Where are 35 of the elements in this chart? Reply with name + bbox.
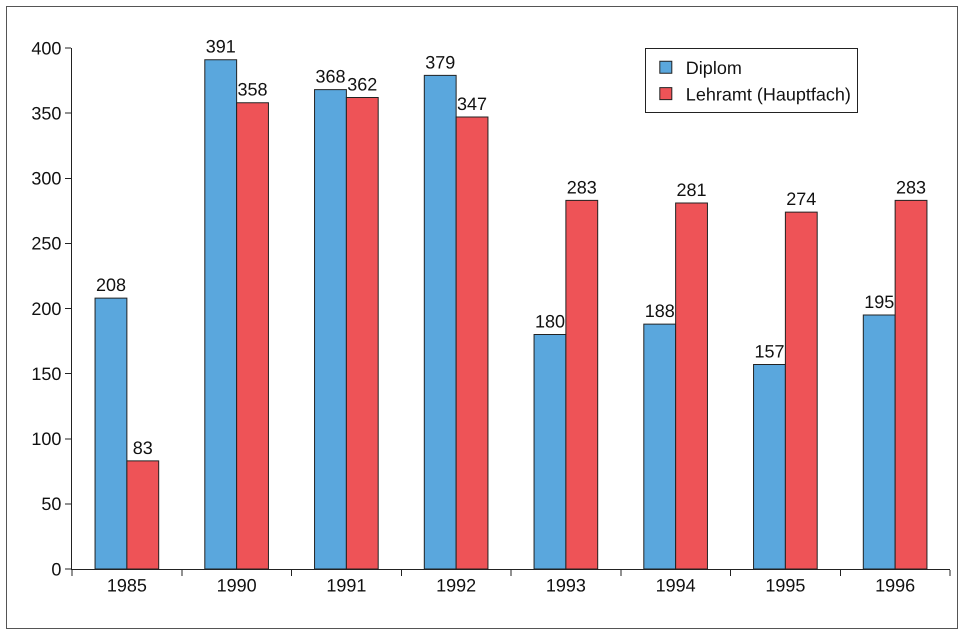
data-label: 358	[238, 80, 268, 100]
data-label: 195	[864, 292, 894, 312]
x-tick-label: 1985	[106, 576, 147, 596]
y-tick-label: 400	[31, 38, 62, 58]
x-tick-label: 1993	[546, 576, 586, 596]
y-tick-label: 250	[31, 234, 62, 254]
x-tick-label: 1990	[216, 576, 257, 596]
data-label: 368	[315, 66, 346, 87]
y-tick-label: 0	[51, 559, 62, 580]
legend-label: Lehramt (Hauptfach)	[686, 84, 851, 105]
y-tick-label: 200	[31, 298, 62, 319]
y-tick-label: 350	[31, 103, 62, 124]
x-tick-label: 1994	[656, 576, 696, 596]
data-label: 180	[534, 312, 565, 332]
y-tick-label: 300	[31, 168, 62, 189]
x-tick-label: 1992	[436, 576, 476, 596]
data-label: 281	[676, 180, 707, 200]
data-label: 274	[786, 189, 816, 210]
y-tick-label: 50	[41, 494, 62, 514]
x-tick-label: 1995	[765, 576, 806, 596]
x-tick-label: 1996	[875, 576, 916, 596]
data-label: 347	[457, 94, 488, 114]
y-tick-label: 100	[31, 429, 62, 450]
data-label: 83	[132, 438, 153, 458]
data-label: 283	[566, 177, 597, 198]
data-label: 283	[896, 177, 926, 198]
data-label: 188	[644, 301, 675, 322]
legend-label: Diplom	[686, 58, 742, 78]
y-tick-label: 150	[31, 364, 62, 384]
data-label: 379	[425, 52, 456, 72]
data-label: 362	[347, 74, 378, 94]
x-tick-label: 1991	[326, 576, 366, 596]
data-label: 157	[754, 342, 784, 362]
data-label: 208	[96, 275, 126, 296]
data-label: 391	[206, 36, 236, 57]
